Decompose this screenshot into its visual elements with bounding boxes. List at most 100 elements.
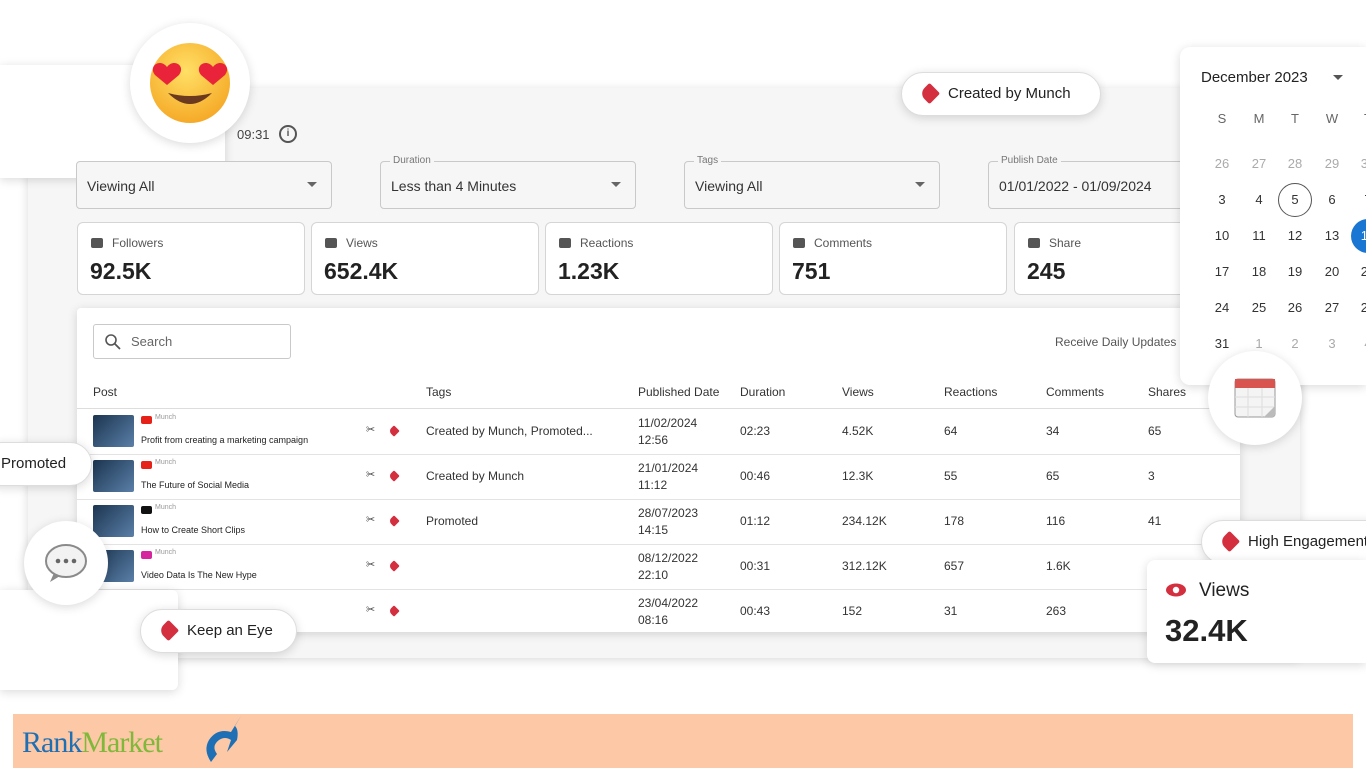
filter-label: Duration bbox=[390, 155, 434, 166]
calendar-day[interactable]: 29 bbox=[1324, 156, 1340, 171]
calendar-day[interactable]: 13 bbox=[1324, 228, 1340, 243]
calendar-day[interactable]: 4 bbox=[1255, 192, 1263, 207]
published-date: 11/02/2024 bbox=[638, 416, 698, 430]
stat-card: Followers 92.5K bbox=[77, 222, 305, 295]
calendar-day[interactable]: 7 bbox=[1351, 183, 1366, 217]
calendar-day[interactable]: 19 bbox=[1287, 264, 1303, 279]
filter-select[interactable]: Duration Less than 4 Minutes bbox=[380, 155, 636, 209]
views-card: Views 32.4K bbox=[1147, 560, 1366, 663]
table-row[interactable] bbox=[77, 454, 1240, 500]
edit-icon[interactable]: ✂ bbox=[366, 604, 376, 616]
table-panel bbox=[77, 308, 1240, 632]
calendar-day[interactable]: 27 bbox=[1324, 300, 1340, 315]
calendar-day[interactable]: 4 bbox=[1351, 327, 1366, 361]
calendar-day[interactable]: 26 bbox=[1287, 300, 1303, 315]
weekday: T bbox=[1353, 111, 1366, 126]
post-title: Profit from creating a marketing campaig… bbox=[141, 435, 309, 445]
cell-comments: 263 bbox=[1046, 604, 1067, 618]
calendar-day[interactable]: 3 bbox=[1328, 336, 1336, 351]
month-arrow[interactable] bbox=[1333, 75, 1343, 80]
calendar-day[interactable]: 11 bbox=[1252, 228, 1266, 243]
calendar-day[interactable]: 6 bbox=[1328, 192, 1336, 207]
edit-icon[interactable]: ✂ bbox=[366, 559, 376, 571]
edit-icon[interactable]: ✂ bbox=[366, 424, 376, 436]
calendar-day[interactable]: 30 bbox=[1360, 156, 1366, 171]
thumbnail bbox=[93, 505, 134, 537]
calendar-day[interactable]: 5 bbox=[1278, 183, 1312, 217]
calendar-day[interactable]: 28 bbox=[1360, 300, 1366, 315]
brand-first: Rank bbox=[22, 726, 82, 759]
stat-value: 92.5K bbox=[90, 258, 152, 284]
edit-icon[interactable]: ✂ bbox=[366, 514, 376, 526]
calendar-day[interactable]: 1 bbox=[1255, 336, 1263, 351]
weekday: T bbox=[1291, 111, 1299, 126]
cell-comments: 1.6K bbox=[1046, 559, 1071, 573]
filter-select[interactable]: Publish Date 01/01/2022 - 01/09/2024 bbox=[988, 155, 1200, 209]
calendar-day[interactable]: 24 bbox=[1214, 300, 1230, 315]
table-row[interactable] bbox=[77, 499, 1240, 545]
platform-name: Munch bbox=[155, 414, 177, 421]
stat-label: Views bbox=[346, 236, 378, 250]
stat-icon bbox=[325, 238, 337, 248]
column-header: Reactions bbox=[944, 385, 998, 399]
filter-select[interactable]: Tags Viewing All bbox=[684, 155, 940, 209]
promoted-chip[interactable]: Promoted bbox=[0, 442, 92, 486]
published-time: 12:56 bbox=[638, 433, 669, 447]
cell-reactions: 657 bbox=[944, 559, 965, 573]
brand-name: RankMarket bbox=[22, 726, 163, 760]
calendar-day[interactable]: 14 bbox=[1351, 219, 1366, 253]
calendar-day[interactable]: 12 bbox=[1287, 228, 1303, 243]
table-row[interactable] bbox=[77, 544, 1240, 590]
info-icon[interactable]: i bbox=[279, 125, 297, 143]
published-time: 14:15 bbox=[638, 523, 669, 537]
column-header: Comments bbox=[1046, 385, 1105, 399]
calendar-day[interactable]: 21 bbox=[1360, 264, 1366, 279]
eye-icon bbox=[1166, 583, 1186, 597]
cell-views: 312.12K bbox=[842, 559, 887, 573]
cell-views: 234.12K bbox=[842, 514, 887, 528]
calendar-day[interactable]: 25 bbox=[1251, 300, 1267, 315]
cell-shares: 3 bbox=[1148, 469, 1155, 483]
stat-label: Reactions bbox=[580, 236, 634, 250]
calendar-day[interactable]: 20 bbox=[1324, 264, 1340, 279]
views-label: Views bbox=[1199, 580, 1250, 601]
edit-icon[interactable]: ✂ bbox=[366, 469, 376, 481]
filter-select[interactable]: Viewing All bbox=[76, 161, 332, 209]
keep-chip[interactable]: Keep an Eye bbox=[140, 609, 297, 653]
calendar-day[interactable]: 18 bbox=[1251, 264, 1267, 279]
published-time: 08:16 bbox=[638, 613, 669, 627]
emoji-badge bbox=[130, 23, 250, 143]
high-chip[interactable]: High Engagement bbox=[1201, 520, 1366, 564]
dropdown-arrow bbox=[307, 182, 317, 187]
cell-reactions: 31 bbox=[944, 604, 958, 618]
daily-updates[interactable]: Receive Daily Updates bbox=[1055, 335, 1177, 349]
search-icon bbox=[105, 334, 121, 350]
search-placeholder: Search bbox=[131, 334, 173, 349]
chip-label: Keep an Eye bbox=[187, 622, 273, 639]
calendar-day[interactable]: 26 bbox=[1214, 156, 1230, 171]
cell-duration: 01:12 bbox=[740, 514, 771, 528]
calendar-day[interactable]: 27 bbox=[1251, 156, 1267, 171]
weekday: M bbox=[1253, 111, 1265, 126]
created-chip[interactable]: Created by Munch bbox=[901, 72, 1101, 116]
cell-tags: Created by Munch, Promoted... bbox=[426, 424, 593, 438]
stat-icon bbox=[91, 238, 103, 248]
calendar-day[interactable]: 3 bbox=[1218, 192, 1226, 207]
search-box[interactable]: Search bbox=[93, 324, 291, 359]
calendar-day[interactable]: 31 bbox=[1214, 336, 1230, 351]
stat-icon bbox=[559, 238, 571, 248]
table-row[interactable] bbox=[77, 409, 1240, 455]
chip-label: High Engagement bbox=[1248, 533, 1366, 550]
calendar-month[interactable]: December 2023 bbox=[1201, 69, 1308, 86]
column-header: Published Date bbox=[638, 385, 720, 399]
chip-label: Created by Munch bbox=[948, 85, 1071, 102]
calendar-day[interactable]: 10 bbox=[1214, 228, 1230, 243]
dropdown-arrow bbox=[915, 182, 925, 187]
platform-name: Munch bbox=[155, 459, 177, 466]
calendar-day[interactable]: 28 bbox=[1287, 156, 1303, 171]
calendar-day[interactable]: 17 bbox=[1214, 264, 1230, 279]
calendar-day[interactable]: 2 bbox=[1291, 336, 1299, 351]
table-row[interactable] bbox=[77, 589, 1240, 635]
platform-icon bbox=[141, 551, 152, 559]
